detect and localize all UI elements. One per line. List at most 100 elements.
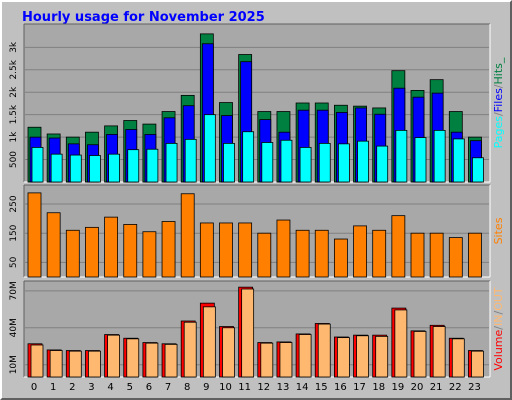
volume-bar-in-out xyxy=(279,342,293,378)
x-tick-label: 1 xyxy=(50,382,56,393)
volume-bar-in-out xyxy=(126,338,140,378)
sites-bar-sites xyxy=(468,232,482,278)
x-tick-label: 10 xyxy=(219,382,232,393)
x-tick-label: 18 xyxy=(372,382,385,393)
requests-y-tick-label: 500 xyxy=(9,151,19,168)
requests-bar-pages xyxy=(337,143,350,183)
x-tick-label: 4 xyxy=(107,382,113,393)
requests-bar-pages xyxy=(280,139,293,183)
sites-bar-sites xyxy=(85,226,99,278)
sites-bar-sites xyxy=(372,229,387,278)
requests-bar-pages xyxy=(242,131,255,183)
requests-bar-pages xyxy=(395,129,408,183)
sites-right-label-part: Sites xyxy=(492,217,505,244)
x-tick-label: 6 xyxy=(146,382,152,393)
x-tick-label: 20 xyxy=(411,382,424,393)
volume-y-tick-label: 10M xyxy=(9,355,19,374)
sites-bar-sites xyxy=(276,219,291,278)
volume-y-tick-label: 70M xyxy=(9,281,19,300)
x-tick-label: 8 xyxy=(184,382,190,393)
volume-right-label-part: Volume xyxy=(492,329,505,370)
sites-bar-sites xyxy=(180,193,195,278)
x-tick-label: 19 xyxy=(391,382,404,393)
requests-bar-pages xyxy=(223,142,235,183)
x-tick-label: 12 xyxy=(257,382,270,393)
requests-bar-pages xyxy=(261,142,274,183)
x-tick-label: 9 xyxy=(203,382,209,393)
volume-bar-in-out xyxy=(222,327,235,378)
volume-y-tick-label: 40M xyxy=(9,318,19,337)
x-tick-label: 16 xyxy=(334,382,347,393)
requests-bar-pages xyxy=(50,153,63,183)
x-tick-label: 15 xyxy=(315,382,328,393)
volume-bar-in-out xyxy=(413,331,427,378)
sites-bar-sites xyxy=(46,212,61,278)
requests-y-tick-label: 1k xyxy=(9,131,19,143)
requests-bar-pages xyxy=(472,157,484,183)
sites-bar-sites xyxy=(123,224,138,278)
volume-bar-in-out xyxy=(298,334,312,378)
requests-bar-pages xyxy=(184,138,197,183)
volume-bar-in-out xyxy=(394,309,408,378)
volume-bar-in-out xyxy=(451,338,465,378)
volume-right-label-part: / xyxy=(492,311,505,315)
sites-bar-sites xyxy=(104,216,118,278)
x-tick-label: 0 xyxy=(31,382,37,393)
x-tick-label: 5 xyxy=(127,382,133,393)
requests-bar-pages xyxy=(318,142,331,183)
volume-right-label-part: OUT xyxy=(492,287,505,311)
volume-bar-in-out xyxy=(68,350,82,378)
sites-bar-sites xyxy=(199,222,214,278)
requests-bar-pages xyxy=(127,149,140,183)
requests-right-label-part: Pages xyxy=(492,116,505,149)
sites-bar-sites xyxy=(410,232,425,278)
volume-bar-in-out xyxy=(164,343,178,378)
requests-right-label: Pages/Files/Hits_ xyxy=(492,57,505,148)
requests-bar-pages xyxy=(452,138,465,183)
requests-bar-pages xyxy=(433,129,446,183)
requests-right-label-part: / xyxy=(492,112,505,116)
x-tick-label: 7 xyxy=(165,382,171,393)
sites-right-label: Sites xyxy=(492,217,505,244)
requests-right-label-part: _ xyxy=(492,57,505,64)
sites-bar-sites xyxy=(391,215,406,278)
x-tick-label: 13 xyxy=(277,382,290,393)
volume-bar-in-out xyxy=(30,344,44,378)
sites-bar-sites xyxy=(353,225,367,278)
volume-right-label-part: IN xyxy=(492,315,505,326)
requests-bar-pages xyxy=(146,148,159,183)
sites-bar-sites xyxy=(65,229,80,278)
requests-bar-pages xyxy=(414,137,427,183)
sites-bar-sites xyxy=(314,229,329,278)
requests-right-label-part: Files xyxy=(492,88,505,112)
sites-bar-sites xyxy=(142,231,157,278)
volume-right-label-part: / xyxy=(492,326,505,330)
sites-bar-sites xyxy=(333,238,348,278)
x-tick-label: 14 xyxy=(296,382,309,393)
sites-panel: 50 150 250 Sites xyxy=(9,184,505,278)
x-tick-label: 3 xyxy=(88,382,94,393)
sites-bar-sites xyxy=(448,237,463,278)
requests-bar-pages xyxy=(299,147,312,183)
sites-bar-sites xyxy=(161,221,176,278)
x-tick-label: 21 xyxy=(430,382,443,393)
x-tick-label: 11 xyxy=(238,382,251,393)
sites-y-tick-label: 50 xyxy=(9,256,19,268)
volume-bar-in-out xyxy=(241,288,255,378)
requests-bar-pages xyxy=(376,145,389,183)
requests-bar-pages xyxy=(69,154,82,183)
sites-bar-sites xyxy=(219,222,233,278)
chart-title: Hourly usage for November 2025 xyxy=(22,10,265,25)
volume-bar-in-out xyxy=(336,337,350,378)
requests-y-tick-label: 3k xyxy=(9,41,19,53)
volume-bar-in-out xyxy=(317,323,331,378)
requests-bar-pages xyxy=(165,142,178,183)
x-axis: 0 1 2 3 4 5 6 7 8 9 10 11 12 13 14 15 16 17 18 19 20 21 22 23 xyxy=(31,382,481,393)
x-tick-label: 23 xyxy=(468,382,481,393)
x-tick-label: 22 xyxy=(449,382,462,393)
volume-bar-in-out xyxy=(471,350,484,378)
requests-right-label-part: / xyxy=(492,84,505,88)
